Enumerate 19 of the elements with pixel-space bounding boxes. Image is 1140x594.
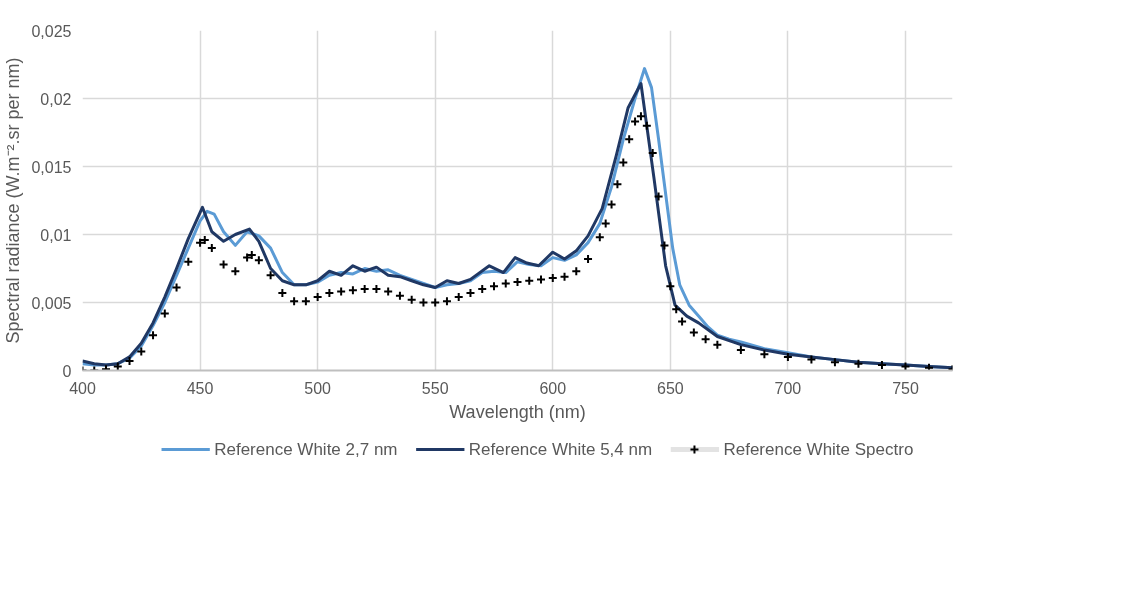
x-tick-label: 700 (774, 379, 802, 397)
y-tick-label: 0,005 (31, 294, 72, 312)
y-tick-label: 0 (62, 362, 72, 380)
x-tick-label: 650 (656, 379, 684, 397)
y-axis-title: Spectral radiance (W.m⁻².sr per nm) (3, 57, 24, 344)
legend-label: Reference White 2,7 nm (214, 440, 398, 459)
legend-label: Reference White Spectro (723, 440, 914, 459)
legend-label: Reference White 5,4 nm (468, 440, 653, 459)
x-tick-label: 600 (539, 379, 567, 397)
y-tick-label: 0,015 (31, 158, 72, 176)
y-tick-label: 0,01 (40, 226, 72, 244)
x-axis-title: Wavelength (nm) (449, 401, 586, 422)
x-tick-label: 500 (304, 379, 332, 397)
y-tick-label: 0,02 (40, 90, 72, 108)
x-tick-label: 550 (421, 379, 449, 397)
x-tick-label: 750 (892, 379, 919, 397)
y-tick-label: 0,025 (31, 22, 72, 40)
x-tick-label: 450 (186, 379, 214, 397)
x-tick-label: 400 (69, 379, 96, 397)
